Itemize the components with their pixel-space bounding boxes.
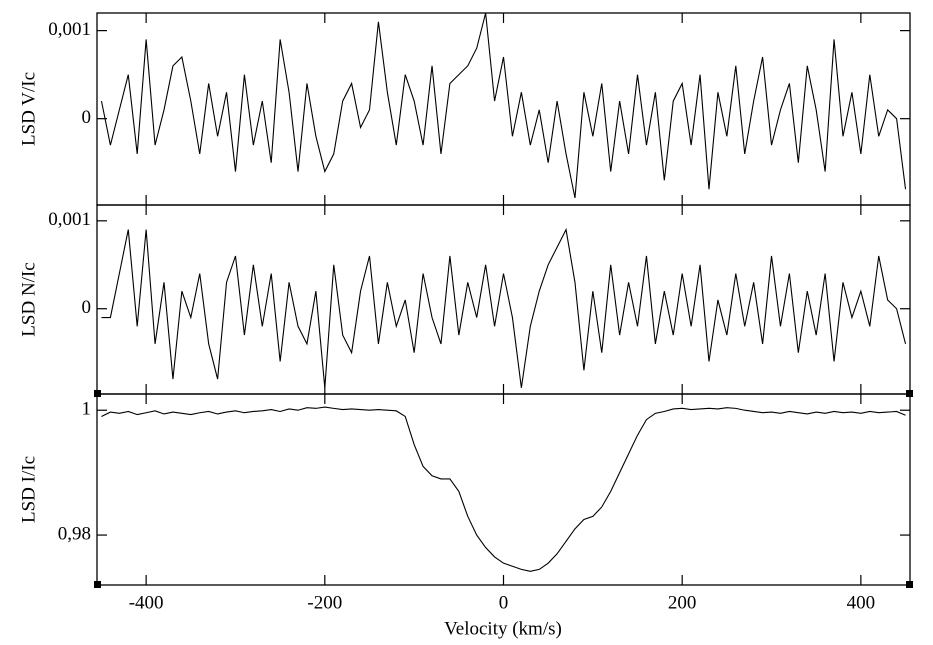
data-line [101,406,906,572]
data-line [101,227,907,388]
x-tick-label: -400 [129,592,164,613]
panel-frame [96,12,911,206]
x-tick-label: 400 [847,592,876,613]
x-axis-label: Velocity (km/s) [444,618,562,639]
data-line [100,12,907,199]
y-tick-label: 0,001 [48,19,91,40]
y-tick-label: 0,001 [48,209,91,230]
y-tick-label: 0 [82,297,92,318]
y-axis-label: LSD N/Ic [18,262,39,336]
x-tick-label: 200 [668,592,697,613]
panel-frame [96,393,911,586]
y-axis-label: LSD I/Ic [18,456,39,523]
y-axis-label: LSD V/Ic [18,72,39,146]
y-tick-label: 0 [82,107,92,128]
x-tick-label: 0 [499,592,509,613]
y-tick-label: 0,98 [58,523,91,544]
y-tick-label: 1 [82,399,92,420]
x-tick-label: -200 [307,592,342,613]
